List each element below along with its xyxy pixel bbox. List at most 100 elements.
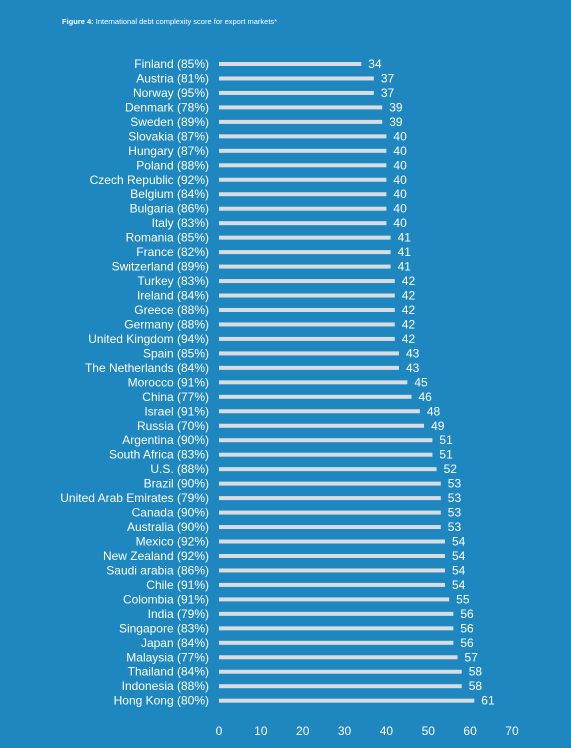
value-label: 40 (393, 216, 407, 230)
value-label: 40 (393, 173, 407, 187)
bar (219, 177, 387, 182)
bar (219, 539, 445, 544)
value-label: 46 (419, 390, 433, 404)
category-label: Switzerland (89%) (112, 260, 209, 274)
value-label: 42 (402, 274, 416, 288)
value-label: 40 (393, 187, 407, 201)
value-label: 37 (381, 71, 395, 85)
value-label: 51 (439, 433, 453, 447)
x-tick-label: 0 (216, 724, 223, 738)
category-labels: Finland (85%)Austria (81%)Norway (95%)De… (60, 57, 209, 708)
value-label: 41 (398, 245, 412, 259)
bar (219, 307, 395, 312)
x-tick-label: 40 (380, 724, 394, 738)
value-label: 40 (393, 129, 407, 143)
bars (219, 62, 475, 703)
category-label: Thailand (84%) (128, 665, 209, 679)
value-label: 53 (448, 477, 462, 491)
bar (219, 365, 399, 370)
bar (219, 496, 441, 501)
bar (219, 90, 374, 95)
bar (219, 684, 462, 689)
bar (219, 626, 454, 631)
bar (219, 336, 395, 341)
bar (219, 640, 454, 645)
bar (219, 698, 475, 703)
value-label: 54 (452, 563, 466, 577)
bar (219, 510, 441, 515)
category-label: Norway (95%) (133, 86, 209, 100)
value-label: 40 (393, 158, 407, 172)
x-axis-ticks: 0 10 20 30 40 50 60 70 (216, 724, 519, 738)
bar (219, 105, 383, 110)
value-label: 41 (398, 231, 412, 245)
category-label: Greece (88%) (134, 303, 209, 317)
category-label: Brazil (90%) (144, 477, 209, 491)
category-label: Malaysia (77%) (126, 650, 209, 664)
category-label: The Netherlands (84%) (85, 361, 209, 375)
value-label: 40 (393, 144, 407, 158)
category-label: Romania (85%) (126, 231, 209, 245)
bar (219, 264, 391, 269)
bar (219, 582, 445, 587)
bar (219, 452, 433, 457)
figure-label: Figure 4: (62, 17, 94, 26)
value-label: 43 (406, 361, 420, 375)
category-label: Belgium (84%) (130, 187, 209, 201)
category-label: Indonesia (88%) (122, 679, 209, 693)
x-tick-label: 20 (296, 724, 310, 738)
bar (219, 293, 395, 298)
value-label: 42 (402, 332, 416, 346)
bar (219, 611, 454, 616)
category-label: Sweden (89%) (130, 115, 209, 129)
value-label: 42 (402, 303, 416, 317)
value-label: 37 (381, 86, 395, 100)
category-label: France (82%) (136, 245, 209, 259)
value-label: 53 (448, 520, 462, 534)
category-label: U.S. (88%) (150, 462, 209, 476)
value-label: 51 (439, 448, 453, 462)
category-label: South Africa (83%) (109, 448, 209, 462)
bar (219, 467, 437, 472)
category-label: United Kingdom (94%) (88, 332, 209, 346)
bar (219, 250, 391, 255)
category-label: Israel (91%) (144, 404, 209, 418)
category-label: Morocco (91%) (128, 375, 209, 389)
category-label: Poland (88%) (136, 158, 209, 172)
bar (219, 76, 374, 81)
value-label: 56 (460, 621, 474, 635)
bar (219, 322, 395, 327)
category-label: Canada (90%) (132, 506, 209, 520)
category-label: China (77%) (142, 390, 209, 404)
category-label: Italy (83%) (152, 216, 209, 230)
category-label: Japan (84%) (141, 636, 209, 650)
bar (219, 163, 387, 168)
value-label: 42 (402, 317, 416, 331)
bar (219, 553, 445, 558)
bar (219, 192, 387, 197)
value-label: 54 (452, 549, 466, 563)
value-label: 55 (456, 592, 470, 606)
category-label: Ireland (84%) (137, 289, 209, 303)
category-label: Singapore (83%) (119, 621, 209, 635)
value-label: 54 (452, 578, 466, 592)
value-label: 56 (460, 607, 474, 621)
bar (219, 380, 408, 385)
value-label: 53 (448, 491, 462, 505)
value-label: 40 (393, 202, 407, 216)
category-label: Hungary (87%) (128, 144, 209, 158)
value-label: 49 (431, 419, 445, 433)
value-label: 41 (398, 260, 412, 274)
bar (219, 148, 387, 153)
category-label: Chile (91%) (146, 578, 209, 592)
value-label: 42 (402, 289, 416, 303)
value-label: 54 (452, 535, 466, 549)
bar (219, 481, 441, 486)
category-label: United Arab Emirates (79%) (60, 491, 209, 505)
value-label: 39 (389, 100, 403, 114)
bar (219, 394, 412, 399)
bar (219, 206, 387, 211)
category-label: Denmark (78%) (125, 100, 209, 114)
bar (219, 409, 420, 414)
value-label: 61 (481, 694, 495, 708)
